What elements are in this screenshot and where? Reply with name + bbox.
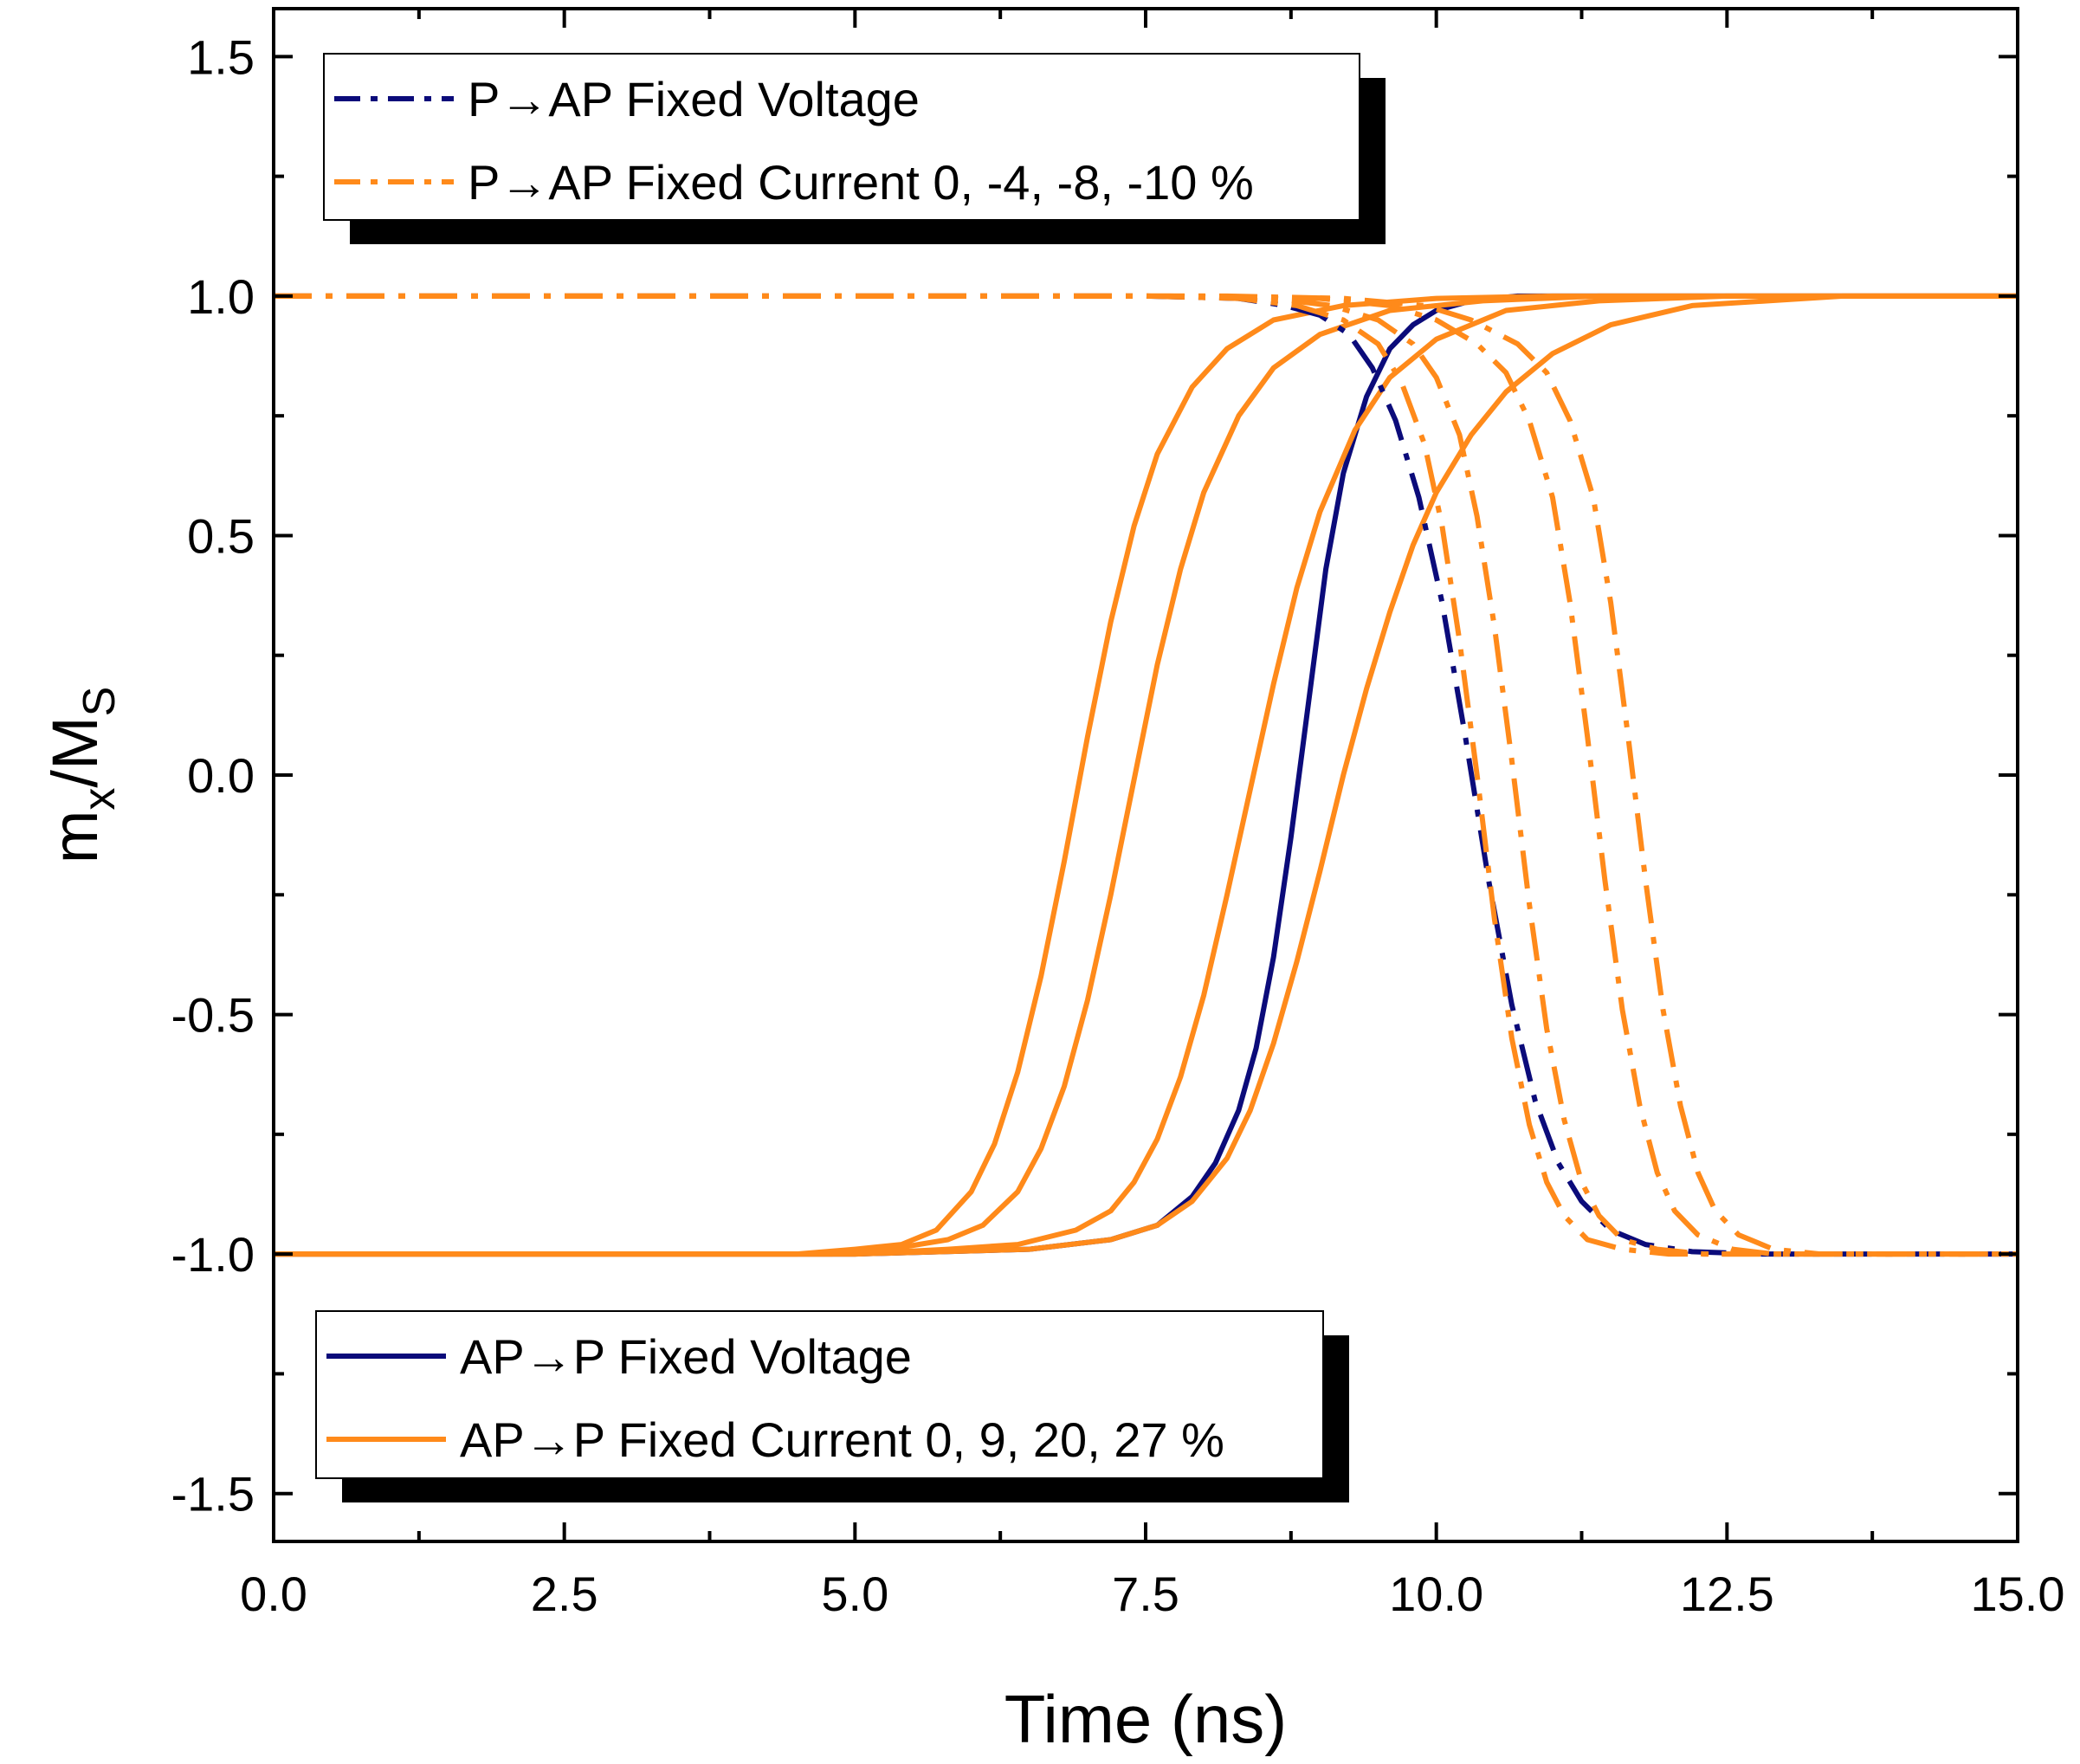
x-tick-label: 2.5	[531, 1567, 598, 1621]
y-tick-label: 1.0	[187, 269, 255, 324]
x-tick-label: 15.0	[1971, 1567, 2065, 1621]
series-line-7	[274, 293, 2018, 1257]
series-line-8	[274, 293, 2018, 1257]
y-axis-title-m: m	[39, 811, 111, 864]
y-tick-label: -1.0	[171, 1227, 255, 1282]
series-layer	[274, 293, 2018, 1257]
legend-box	[315, 1310, 1324, 1479]
y-axis-title-sub-s: S	[74, 687, 125, 717]
y-axis-title-sub-x: x	[74, 788, 125, 811]
legend-top-left: P→AP Fixed Voltage P→AP Fixed Current 0, …	[323, 53, 1386, 244]
y-axis-title: mx/MS	[39, 687, 125, 864]
ticks-layer: 0.0 2.5 5.0 7.5 10.0 12.5 15.0 -1.5 -1.0 -0.5 0.0 0…	[171, 9, 2065, 1621]
x-tick-label: 12.5	[1680, 1567, 1774, 1621]
legend-box	[323, 53, 1360, 221]
series-line-3	[274, 293, 2018, 1257]
legend-label: AP→P Fixed Current 0, 9, 20, 27 %	[460, 1412, 1224, 1467]
series-line-6	[274, 293, 2018, 1257]
x-tick-label: 7.5	[1112, 1567, 1179, 1621]
y-tick-label: 1.5	[187, 29, 255, 84]
legend-layer: P→AP Fixed Voltage P→AP Fixed Current 0, …	[315, 53, 1386, 1502]
legend-label: P→AP Fixed Voltage	[468, 72, 920, 126]
y-tick-label: 0.5	[187, 508, 255, 563]
legend-label: P→AP Fixed Current 0, -4, -8, -10 %	[468, 155, 1254, 210]
series-line-9	[274, 293, 2018, 1257]
x-axis-title: Time (ns)	[1004, 1681, 1287, 1757]
y-tick-label: -0.5	[171, 988, 255, 1043]
y-tick-label: 0.0	[187, 748, 255, 803]
series-line-5	[274, 293, 2018, 1257]
x-tick-label: 5.0	[821, 1567, 888, 1621]
legend-label: AP→P Fixed Voltage	[460, 1329, 912, 1384]
y-axis-title-ms: /M	[39, 716, 111, 787]
legend-bottom-left: AP→P Fixed Voltage AP→P Fixed Current 0, …	[315, 1310, 1349, 1502]
x-tick-label: 10.0	[1389, 1567, 1483, 1621]
y-tick-label: -1.5	[171, 1467, 255, 1522]
series-line-4	[274, 293, 2018, 1257]
x-tick-label: 0.0	[240, 1567, 307, 1621]
